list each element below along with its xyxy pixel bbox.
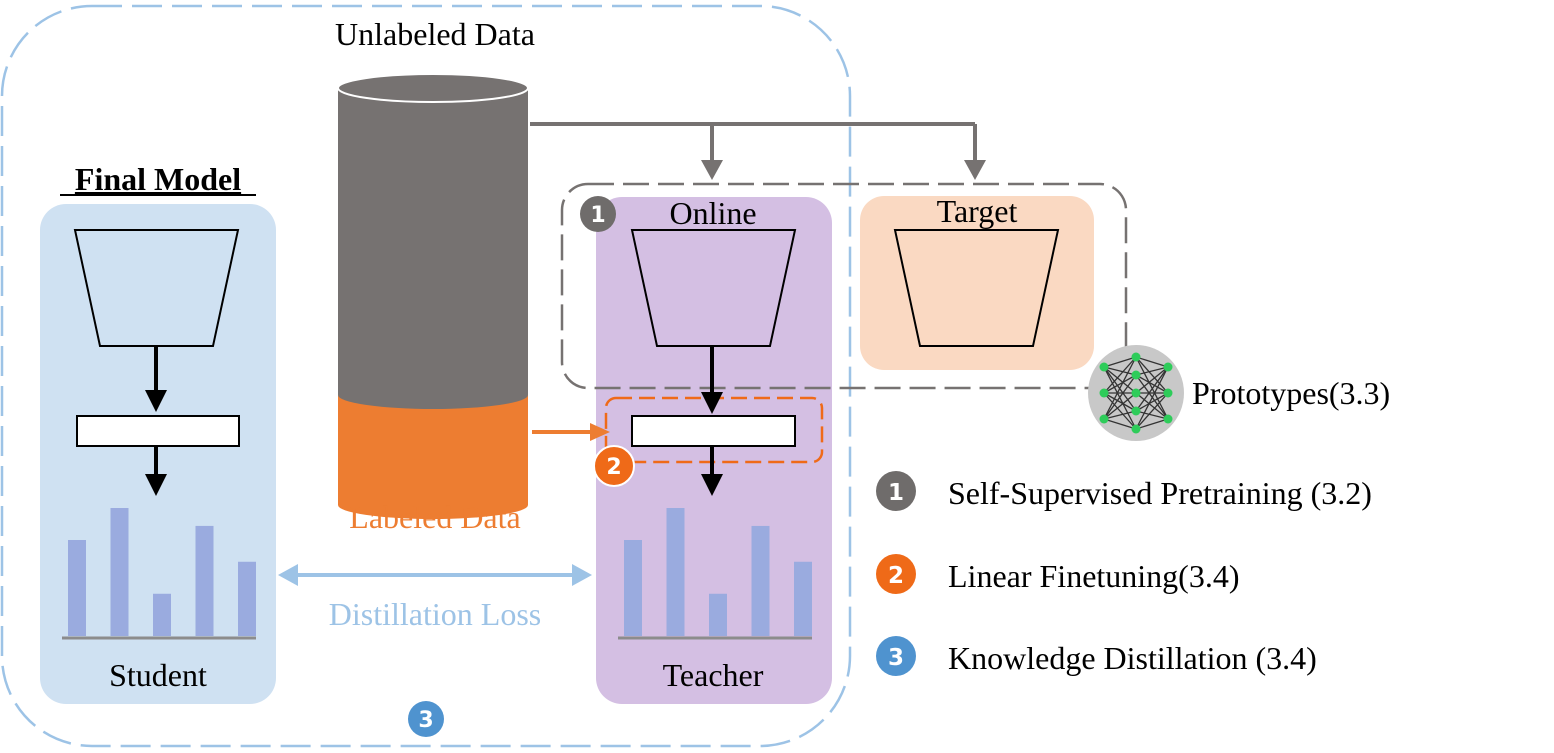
- online-label: Online: [669, 195, 756, 231]
- student-label: Student: [109, 657, 207, 693]
- legend-item-finetuning: 2 Linear Finetuning(3.4): [876, 554, 1239, 594]
- student-bar-3: [153, 594, 171, 636]
- svg-text:3: 3: [418, 708, 433, 733]
- arrow-to-target: [964, 160, 986, 180]
- data-cylinder: [338, 74, 528, 519]
- legend-item-distillation: 3 Knowledge Distillation (3.4): [876, 636, 1317, 676]
- svg-text:Linear Finetuning(3.4): Linear Finetuning(3.4): [948, 558, 1239, 594]
- teacher-label: Teacher: [663, 657, 764, 693]
- svg-text:1: 1: [888, 480, 904, 506]
- badge-1-icon: 1: [580, 196, 616, 232]
- unlabeled-data-segment: [338, 88, 528, 409]
- prototypes-label: Prototypes(3.3): [1192, 375, 1390, 411]
- svg-text:Self-Supervised Pretraining (3: Self-Supervised Pretraining (3.2): [948, 475, 1372, 511]
- cylinder-top: [338, 74, 528, 102]
- final-model-label: Final Model: [75, 161, 241, 197]
- distillation-loss-label: Distillation Loss: [329, 596, 541, 632]
- legend: 1 Self-Supervised Pretraining (3.2) 2 Li…: [876, 471, 1372, 676]
- teacher-bar-1: [624, 540, 642, 636]
- teacher-linear-head: [632, 416, 795, 446]
- svg-text:2: 2: [888, 563, 904, 589]
- unlabeled-data-arrows: [530, 124, 975, 160]
- svg-text:Knowledge Distillation (3.4): Knowledge Distillation (3.4): [948, 640, 1317, 676]
- svg-text:3: 3: [888, 645, 904, 671]
- teacher-bar-4: [752, 526, 770, 636]
- teacher-bar-5: [794, 562, 812, 636]
- svg-text:2: 2: [606, 455, 621, 480]
- student-bar-5: [238, 562, 256, 636]
- badge-2-icon: 2: [594, 446, 634, 486]
- legend-item-pretraining: 1 Self-Supervised Pretraining (3.2): [876, 471, 1372, 511]
- labeled-data-label: Labeled Data: [349, 499, 520, 535]
- svg-text:1: 1: [590, 203, 605, 228]
- student-bar-4: [196, 526, 214, 636]
- prototypes-network-icon: [1088, 345, 1184, 441]
- target-label: Target: [937, 193, 1018, 229]
- teacher-bar-2: [667, 508, 685, 636]
- arrow-to-online: [701, 160, 723, 180]
- badge-3-icon: 3: [408, 701, 444, 737]
- student-bar-2: [111, 508, 129, 636]
- student-bar-1: [68, 540, 86, 636]
- teacher-bar-3: [709, 594, 727, 636]
- unlabeled-data-label: Unlabeled Data: [335, 16, 535, 52]
- student-linear-head: [77, 416, 239, 446]
